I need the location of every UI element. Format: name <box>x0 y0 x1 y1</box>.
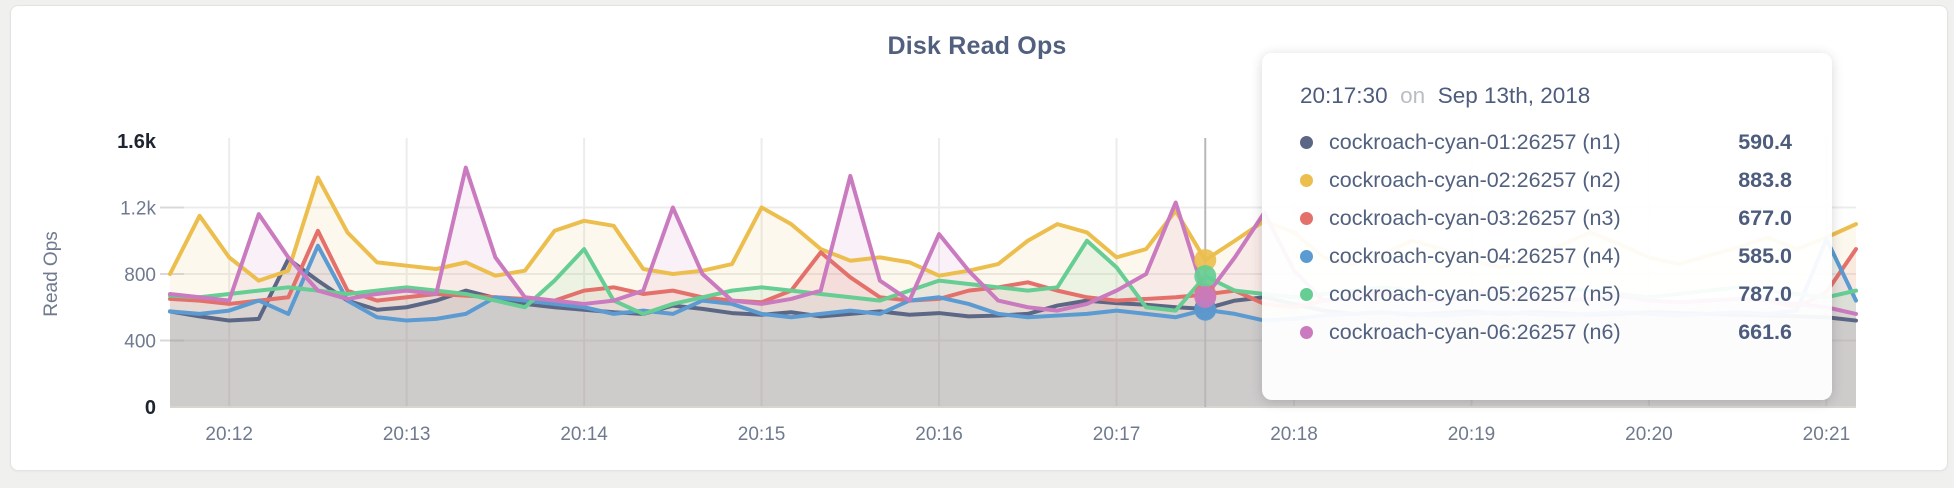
x-tick-label: 20:15 <box>738 424 786 445</box>
hover-tooltip: 20:17:30 on Sep 13th, 2018 cockroach-cya… <box>1262 53 1832 400</box>
y-tick-label: 1.2k <box>120 199 156 220</box>
x-tick-label: 20:16 <box>915 424 963 445</box>
tooltip-date: Sep 13th, 2018 <box>1437 83 1591 108</box>
axis-labels: 1.6k 1.2k 800 400 0 20:12 20:13 20:14 20:15 20:16… <box>117 131 1850 445</box>
y-tick-label: 800 <box>124 265 156 286</box>
x-tick-label: 20:14 <box>560 424 608 445</box>
series-label: cockroach-cyan-01:26257 (n1) <box>1329 129 1621 154</box>
tooltip-header: 20:17:30 on Sep 13th, 2018 <box>1300 83 1792 109</box>
series-label: cockroach-cyan-05:26257 (n5) <box>1329 281 1621 306</box>
x-tick-label: 20:17 <box>1093 424 1141 445</box>
series-label: cockroach-cyan-06:26257 (n6) <box>1329 319 1621 344</box>
y-tick-label: 1.6k <box>117 131 157 153</box>
series-value: 585.0 <box>1738 243 1792 268</box>
series-label: cockroach-cyan-03:26257 (n3) <box>1329 205 1621 230</box>
series-value: 883.8 <box>1738 167 1792 192</box>
tooltip-row: cockroach-cyan-05:26257 (n5) 787.0 <box>1300 275 1792 313</box>
x-tick-label: 20:13 <box>383 424 431 445</box>
series-color-dot <box>1300 249 1313 263</box>
tooltip-row: cockroach-cyan-03:26257 (n3) 677.0 <box>1300 199 1792 237</box>
x-tick-label: 20:19 <box>1448 424 1496 445</box>
tooltip-row: cockroach-cyan-02:26257 (n2) 883.8 <box>1300 161 1792 199</box>
x-tick-label: 20:18 <box>1270 424 1318 445</box>
series-value: 661.6 <box>1738 319 1792 344</box>
tooltip-time: 20:17:30 <box>1300 83 1388 108</box>
y-tick-label: 400 <box>124 332 156 353</box>
series-value: 677.0 <box>1738 205 1792 230</box>
series-color-dot <box>1300 135 1313 149</box>
series-color-dot <box>1300 325 1313 339</box>
tooltip-preposition: on <box>1400 83 1426 108</box>
series-label: cockroach-cyan-04:26257 (n4) <box>1329 243 1621 268</box>
series-label: cockroach-cyan-02:26257 (n2) <box>1329 167 1621 192</box>
series-value: 590.4 <box>1738 129 1792 154</box>
x-tick-label: 20:20 <box>1625 424 1673 445</box>
hover-dot-n2 <box>1194 249 1217 272</box>
series-color-dot <box>1300 173 1313 187</box>
hover-dot-n5 <box>1194 265 1217 288</box>
tooltip-row: cockroach-cyan-04:26257 (n4) 585.0 <box>1300 237 1792 275</box>
y-tick-label: 0 <box>145 397 156 419</box>
chart-title: Disk Read Ops <box>887 32 1067 60</box>
hover-marker <box>1194 138 1217 407</box>
hover-dot-n6 <box>1194 286 1217 309</box>
series-value: 787.0 <box>1738 281 1792 306</box>
series-color-dot <box>1300 211 1313 225</box>
series-color-dot <box>1300 287 1313 301</box>
tooltip-row: cockroach-cyan-06:26257 (n6) 661.6 <box>1300 313 1792 351</box>
tooltip-rows: cockroach-cyan-01:26257 (n1) 590.4 cockroa… <box>1300 123 1792 351</box>
tooltip-row: cockroach-cyan-01:26257 (n1) 590.4 <box>1300 123 1792 161</box>
x-tick-label: 20:21 <box>1803 424 1851 445</box>
x-tick-label: 20:12 <box>205 424 253 445</box>
